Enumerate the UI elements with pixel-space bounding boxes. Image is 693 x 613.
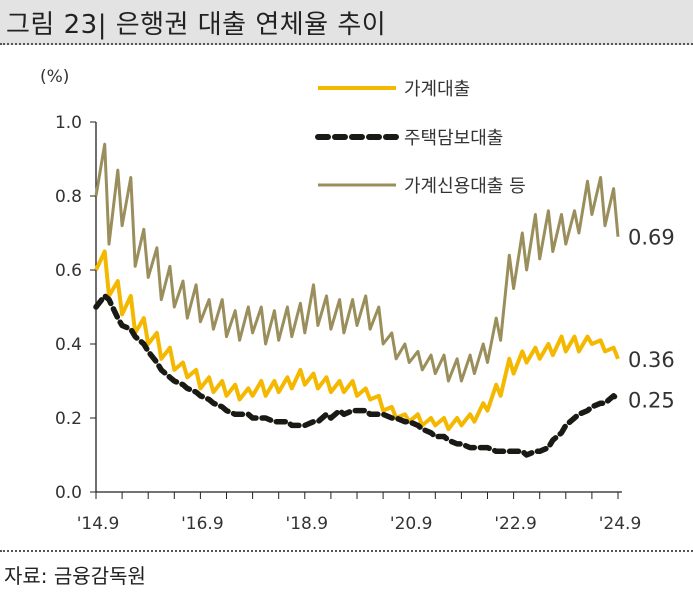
- axes: 0.0 0.2 0.4 0.6 0.8 1.0 '14.9 '16.9 '18.9 '20.9 '2…: [55, 113, 641, 534]
- end-value-label: 0.36: [628, 348, 675, 372]
- divider: [0, 550, 693, 552]
- x-tick-label: '22.9: [494, 514, 537, 534]
- y-axis-label: (%): [40, 67, 69, 87]
- figure-title: 그림 23| 은행권 대출 연체율 추이: [6, 10, 387, 40]
- x-tick-label: '18.9: [286, 514, 329, 534]
- title-bar: 그림 23| 은행권 대출 연체율 추이: [0, 0, 693, 45]
- y-tick-label: 0.0: [55, 483, 82, 503]
- x-tick-label: '20.9: [390, 514, 433, 534]
- y-tick-label: 0.6: [55, 261, 82, 281]
- x-tick-label: '16.9: [181, 514, 224, 534]
- series-line-1: [93, 293, 621, 458]
- legend-label: 가계신용대출 등: [404, 176, 526, 197]
- source-note: 자료: 금융감독원: [4, 564, 146, 588]
- end-value-label: 0.69: [628, 226, 675, 250]
- legend-label: 가계대출: [404, 79, 470, 100]
- x-tick-label: '14.9: [77, 514, 120, 534]
- y-tick-label: 0.4: [55, 335, 82, 355]
- end-value-label: 0.25: [628, 389, 675, 413]
- legend-label: 주택담보대출: [404, 128, 503, 149]
- series-line-0: [94, 249, 620, 432]
- y-tick-label: 0.8: [55, 187, 82, 207]
- x-tick-label: '24.9: [599, 514, 642, 534]
- series-lines: [93, 142, 621, 458]
- end-labels: 0.69 0.36 0.25: [628, 226, 675, 413]
- series-line-2: [94, 142, 620, 383]
- y-tick-label: 1.0: [55, 113, 82, 133]
- y-tick-label: 0.2: [55, 409, 82, 429]
